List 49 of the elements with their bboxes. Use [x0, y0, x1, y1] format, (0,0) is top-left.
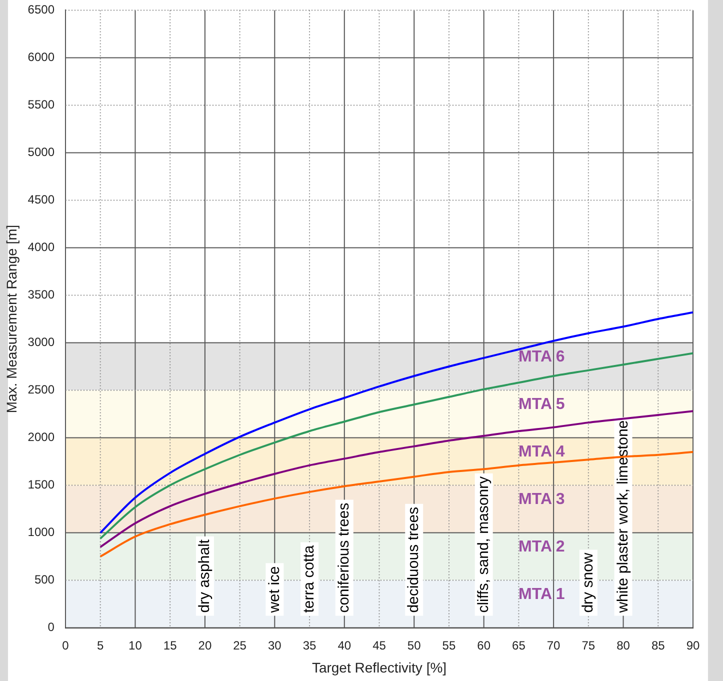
x-tick-label: 55 [442, 638, 456, 652]
x-tick-label: 0 [62, 638, 70, 652]
x-tick-label: 70 [546, 638, 561, 652]
x-tick-label: 75 [582, 638, 596, 652]
y-tick-label: 2500 [28, 382, 55, 397]
annotation: dry asphalt [196, 538, 214, 613]
annotation: dry snow [580, 552, 597, 613]
annotation: wet ice [266, 566, 283, 614]
y-tick-label: 5500 [28, 98, 55, 112]
x-tick-label: 10 [128, 638, 142, 652]
x-tick-label: 5 [97, 638, 104, 652]
y-tick-label: 0 [48, 620, 55, 634]
annotation: cliffs, sand, masonry [474, 476, 492, 613]
y-tick-label: 6500 [28, 2, 55, 17]
x-tick-label: 40 [338, 638, 352, 652]
x-tick-label: 15 [163, 638, 178, 652]
y-tick-label: 6000 [28, 50, 55, 64]
x-tick-label: 60 [477, 638, 491, 652]
y-tick-label: 1000 [28, 525, 55, 540]
y-tick-label: 1500 [28, 478, 55, 492]
x-tick-label: 20 [198, 638, 212, 652]
y-tick-label: 4000 [28, 240, 55, 254]
x-tick-label: 80 [616, 638, 630, 652]
x-tick-label: 45 [372, 638, 386, 652]
y-tick-label: 3500 [28, 288, 55, 302]
band-label: MTA 2 [518, 538, 565, 556]
y-tick-label: 3000 [28, 335, 55, 350]
band-label: MTA 1 [518, 586, 565, 603]
x-tick-label: 90 [686, 638, 700, 652]
band-label: MTA 3 [518, 490, 565, 508]
x-tick-label: 50 [407, 638, 422, 652]
annotation: deciduous trees [405, 506, 422, 613]
annotation: white plaster work, limestone [614, 420, 632, 614]
annotation: terra cotta [300, 544, 318, 613]
band-label: MTA 4 [518, 443, 565, 460]
y-tick-label: 500 [34, 572, 55, 587]
x-tick-label: 30 [268, 638, 282, 652]
band-label: MTA 6 [518, 348, 565, 366]
y-tick-label: 4500 [28, 192, 55, 207]
annotation: coniferious trees [336, 502, 353, 613]
x-tick-label: 65 [512, 638, 526, 652]
x-tick-label: 25 [233, 638, 247, 652]
x-tick-label: 35 [302, 638, 317, 652]
y-tick-label: 2000 [28, 430, 55, 444]
band-label: MTA 5 [518, 396, 565, 413]
x-tick-label: 85 [651, 638, 666, 652]
y-tick-label: 5000 [28, 145, 55, 160]
x-axis-title: Target Reflectivity [%] [312, 659, 447, 676]
y-axis-title: Max. Measurement Range [m] [3, 224, 20, 414]
